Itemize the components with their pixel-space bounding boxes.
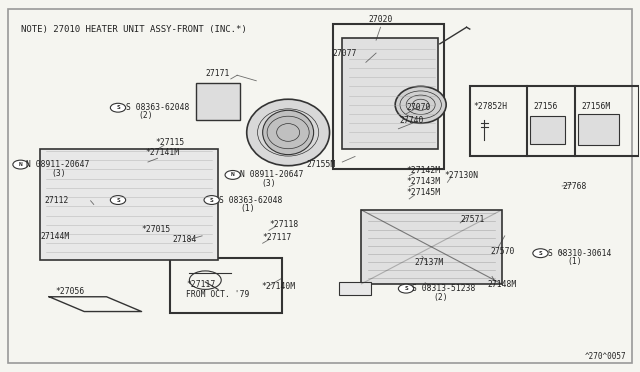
Text: *27852H: *27852H: [473, 102, 507, 111]
Text: S 08363-62048: S 08363-62048: [125, 103, 189, 112]
Ellipse shape: [262, 110, 314, 155]
Text: *27015: *27015: [141, 225, 171, 234]
Text: *27118: *27118: [269, 220, 298, 229]
Bar: [470, 86, 639, 157]
Text: *27117: *27117: [186, 280, 216, 289]
Bar: [362, 210, 502, 284]
Text: 27156M: 27156M: [581, 102, 611, 111]
Circle shape: [110, 103, 125, 112]
Text: *27117: *27117: [262, 233, 292, 242]
Text: 27570: 27570: [491, 247, 515, 256]
Text: (1): (1): [241, 203, 255, 213]
Text: S: S: [116, 105, 120, 110]
Bar: [339, 282, 371, 295]
Text: S 08310-30614: S 08310-30614: [548, 249, 611, 258]
Text: S: S: [539, 251, 542, 256]
Bar: [196, 83, 241, 119]
Text: 27144M: 27144M: [41, 232, 70, 241]
Ellipse shape: [395, 86, 446, 123]
Text: *27142M: *27142M: [406, 166, 440, 175]
Bar: [342, 38, 438, 149]
Text: N: N: [231, 173, 235, 177]
FancyBboxPatch shape: [8, 9, 632, 363]
Circle shape: [225, 170, 241, 179]
Text: (2): (2): [433, 293, 448, 302]
Text: ^270^0057: ^270^0057: [584, 352, 626, 361]
Ellipse shape: [246, 99, 330, 166]
Text: (3): (3): [261, 179, 276, 187]
Bar: [170, 258, 282, 313]
Text: 27768: 27768: [562, 182, 586, 191]
Text: 27740: 27740: [399, 116, 424, 125]
Circle shape: [533, 249, 548, 258]
Text: 27077: 27077: [333, 49, 357, 58]
Circle shape: [204, 196, 220, 205]
Bar: [578, 114, 620, 145]
Text: 27571: 27571: [460, 215, 484, 224]
Text: S: S: [404, 286, 408, 291]
Text: 27171: 27171: [206, 69, 230, 78]
Text: 27070: 27070: [406, 103, 431, 112]
Text: (3): (3): [51, 169, 66, 177]
Text: 27156: 27156: [534, 102, 558, 111]
Text: S: S: [116, 198, 120, 202]
Text: *27143M: *27143M: [406, 177, 440, 186]
Text: 27020: 27020: [369, 15, 393, 24]
Text: *27145M: *27145M: [406, 188, 440, 197]
Text: 27155M: 27155M: [306, 160, 335, 169]
Text: 27137M: 27137M: [414, 258, 444, 267]
Text: (2): (2): [138, 111, 153, 121]
Bar: [531, 116, 565, 144]
Text: *27056: *27056: [56, 287, 85, 296]
Text: N: N: [19, 162, 22, 167]
Text: 27112: 27112: [45, 196, 69, 205]
Bar: [333, 23, 444, 169]
Text: *27141M: *27141M: [145, 148, 180, 157]
Circle shape: [398, 284, 413, 293]
Text: S: S: [210, 198, 214, 202]
Text: NOTE) 27010 HEATER UNIT ASSY-FRONT (INC.*): NOTE) 27010 HEATER UNIT ASSY-FRONT (INC.…: [20, 25, 246, 34]
Text: S 08363-62048: S 08363-62048: [220, 196, 283, 205]
Text: N 08911-20647: N 08911-20647: [241, 170, 304, 179]
Text: *27130N: *27130N: [444, 171, 478, 180]
Text: S 08313-51238: S 08313-51238: [412, 284, 476, 293]
Text: FROM OCT. '79: FROM OCT. '79: [186, 291, 250, 299]
Text: *27115: *27115: [156, 138, 185, 147]
Text: (1): (1): [567, 257, 582, 266]
Text: 27148M: 27148M: [487, 280, 516, 289]
Circle shape: [13, 160, 28, 169]
Bar: [40, 149, 218, 260]
Text: N 08911-20647: N 08911-20647: [26, 160, 89, 169]
Circle shape: [110, 196, 125, 205]
Text: *27140M: *27140M: [261, 282, 296, 291]
Text: 27184: 27184: [172, 235, 196, 244]
